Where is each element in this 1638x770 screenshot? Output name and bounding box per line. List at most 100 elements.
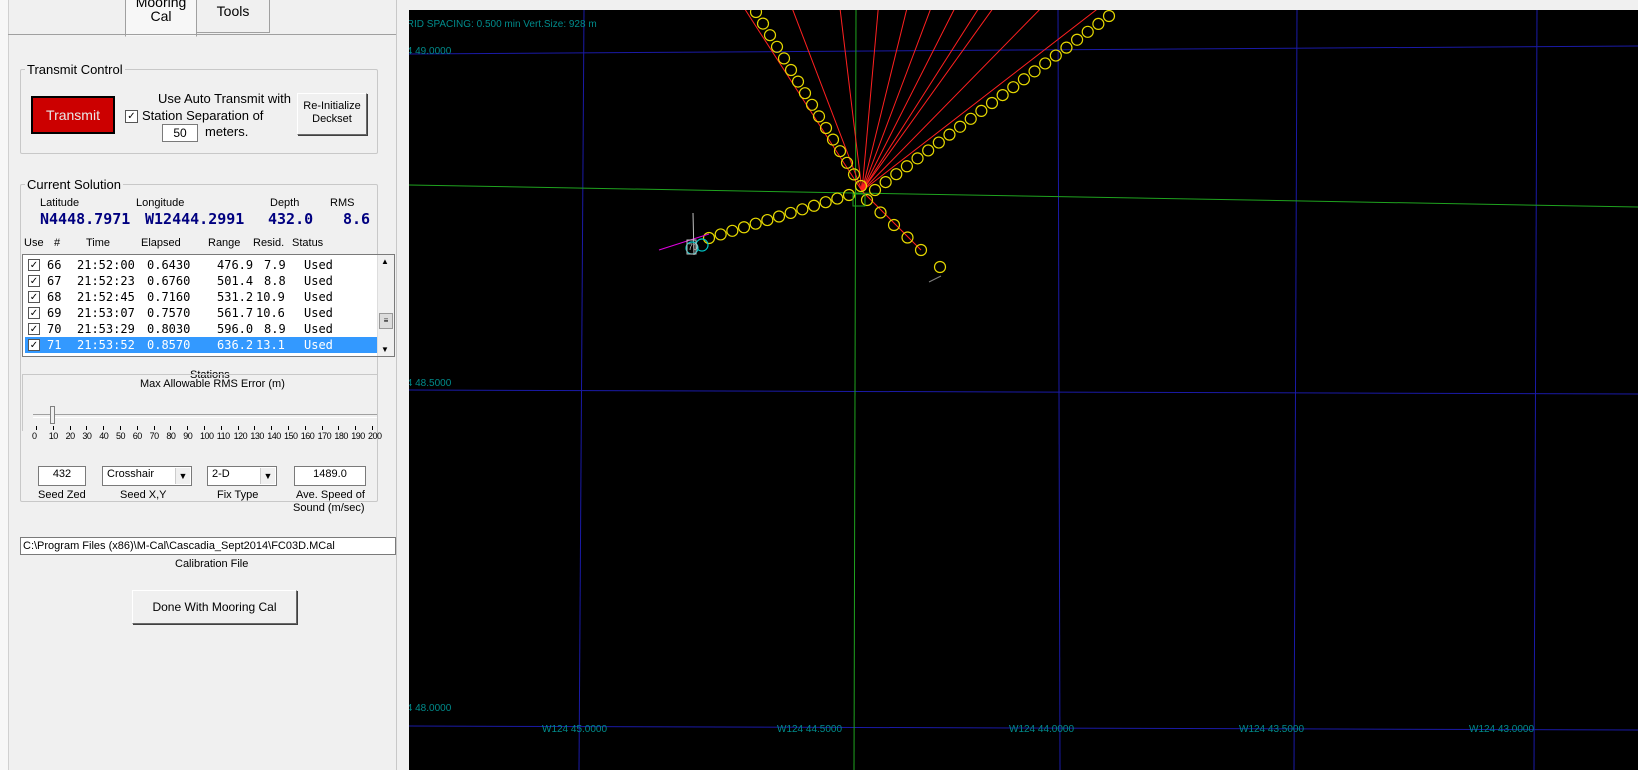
slider-tick xyxy=(187,426,189,430)
slider-tick-label: 120 xyxy=(233,431,248,441)
use-checkbox[interactable]: ✓ xyxy=(28,307,40,319)
row-resid: 7.9 xyxy=(264,258,286,272)
station-circle xyxy=(879,175,892,189)
slider-tick xyxy=(254,426,256,430)
range-ray xyxy=(861,10,879,192)
rms-slider-box xyxy=(22,374,378,431)
use-checkbox[interactable]: ✓ xyxy=(28,339,40,351)
scroll-thumb[interactable]: ≡ xyxy=(379,313,393,329)
col-time: Time xyxy=(86,237,111,249)
map-canvas[interactable]: 70 GRID SPACING: 0.500 min Vert.Size: 92… xyxy=(409,10,1638,770)
station-circle xyxy=(796,203,809,216)
depth-label: Depth xyxy=(270,197,300,209)
slider-tick-label: 110 xyxy=(216,431,230,441)
station-circle xyxy=(840,156,854,169)
slider-tick xyxy=(304,426,306,430)
station-circle xyxy=(812,110,826,123)
scroll-up-icon[interactable]: ▲ xyxy=(381,257,389,266)
grid-line xyxy=(1533,10,1538,770)
lon-label: W124 44.5000 xyxy=(777,724,842,735)
range-rays xyxy=(744,10,1097,251)
station-circle xyxy=(819,196,832,209)
range-ray xyxy=(861,10,908,192)
list-scrollbar[interactable]: ▲ ≡ ▼ xyxy=(377,255,394,356)
rms-slider-thumb[interactable] xyxy=(49,406,55,424)
station-circle xyxy=(756,17,770,30)
station-separation-input[interactable]: 50 xyxy=(162,124,198,142)
station-circle xyxy=(953,120,967,133)
use-checkbox[interactable]: ✓ xyxy=(28,323,40,335)
seed-zed-label: Seed Zed xyxy=(38,489,86,501)
table-row[interactable]: ✓ 67 21:52:23 0.6760 501.4 8.8 Used xyxy=(25,273,377,289)
sound-speed-label-line1: Ave. Speed of xyxy=(296,489,365,501)
table-row[interactable]: ✓ 66 21:52:00 0.6430 476.9 7.9 Used xyxy=(25,257,377,273)
station-circle xyxy=(826,133,840,146)
station-circle xyxy=(763,29,777,42)
calibration-file-path[interactable]: C:\Program Files (x86)\M-Cal\Cascadia_Se… xyxy=(20,537,396,555)
reinitialize-deckset-button[interactable]: Re-Initialize Deckset xyxy=(297,93,367,135)
table-row[interactable]: ✓ 70 21:53:29 0.8030 596.0 8.9 Used xyxy=(25,321,377,337)
table-row[interactable]: ✓ 68 21:52:45 0.7160 531.2 10.9 Used xyxy=(25,289,377,305)
row-status: Used xyxy=(304,338,333,352)
auto-transmit-checkbox[interactable]: ✓ xyxy=(125,110,138,123)
done-mooring-cal-button[interactable]: Done With Mooring Cal xyxy=(132,590,297,624)
use-checkbox[interactable]: ✓ xyxy=(28,275,40,287)
seed-zed-input[interactable]: 432 xyxy=(38,466,86,486)
seed-xy-value: Crosshair xyxy=(107,468,155,480)
station-circle xyxy=(1070,33,1084,46)
scroll-down-icon[interactable]: ▼ xyxy=(381,345,389,354)
fix-type-label: Fix Type xyxy=(217,489,259,501)
grid-line xyxy=(409,725,1638,731)
station-circle xyxy=(914,243,928,257)
grid-spacing-header: GRID SPACING: 0.500 min Vert.Size: 928 m xyxy=(409,19,597,30)
station-circle xyxy=(842,188,856,202)
rms-slider-track[interactable] xyxy=(33,414,377,418)
slider-tick xyxy=(103,426,105,430)
station-list[interactable]: ✓ 66 21:52:00 0.6430 476.9 7.9 Used ✓ 67… xyxy=(22,254,395,357)
tab-mooring-cal[interactable]: Mooring Cal xyxy=(125,0,197,37)
sound-speed-input[interactable]: 1489.0 xyxy=(294,466,366,486)
chevron-down-icon[interactable]: ▼ xyxy=(175,468,190,484)
slider-tick-label: 0 xyxy=(32,431,37,441)
station-circle xyxy=(1007,81,1020,94)
slider-tick xyxy=(153,426,155,430)
table-row[interactable]: ✓ 69 21:53:07 0.7570 561.7 10.6 Used xyxy=(25,305,377,321)
chevron-down-icon[interactable]: ▼ xyxy=(260,468,275,484)
panel-splitter[interactable] xyxy=(396,0,409,770)
range-ray xyxy=(839,10,863,192)
tab-tools[interactable]: Tools xyxy=(196,0,270,33)
station-circle xyxy=(943,128,956,141)
row-range: 501.4 xyxy=(217,274,254,288)
slider-tick-label: 180 xyxy=(334,431,348,441)
transmit-button[interactable]: Transmit xyxy=(31,96,115,134)
fix-type-select[interactable]: 2-D ▼ xyxy=(207,466,277,486)
use-checkbox[interactable]: ✓ xyxy=(28,291,40,303)
station-circle xyxy=(831,192,844,205)
row-range: 636.2 xyxy=(217,338,254,352)
map-view[interactable]: 70 GRID SPACING: 0.500 min Vert.Size: 92… xyxy=(409,10,1638,770)
slider-tick-label: 10 xyxy=(48,431,59,441)
row-num: 70 xyxy=(47,322,62,336)
solution-marker xyxy=(852,193,866,207)
col-resid: Resid. xyxy=(253,237,285,249)
station-circle xyxy=(772,210,786,223)
latitude-label: Latitude xyxy=(40,197,80,209)
seed-xy-select[interactable]: Crosshair ▼ xyxy=(102,466,192,486)
slider-tick xyxy=(271,426,273,430)
station-circle xyxy=(1092,17,1105,31)
col-use: Use xyxy=(24,237,44,249)
station-circle xyxy=(847,168,861,181)
magenta-track xyxy=(658,233,710,251)
station-circle xyxy=(985,96,999,110)
row-time: 21:52:00 xyxy=(77,258,135,272)
row-time: 21:53:52 xyxy=(77,338,135,352)
station-circle xyxy=(887,218,901,232)
station-number-label: 70 xyxy=(688,242,698,252)
use-checkbox[interactable]: ✓ xyxy=(28,259,40,271)
station-circle xyxy=(726,224,739,237)
rms-value: 8.6 xyxy=(343,210,371,228)
row-num: 66 xyxy=(47,258,62,272)
range-ray xyxy=(792,10,863,192)
table-row-selected[interactable]: ✓ 71 21:53:52 0.8570 636.2 13.1 Used xyxy=(25,337,377,353)
reinitialize-line1: Re-Initialize xyxy=(303,100,361,112)
